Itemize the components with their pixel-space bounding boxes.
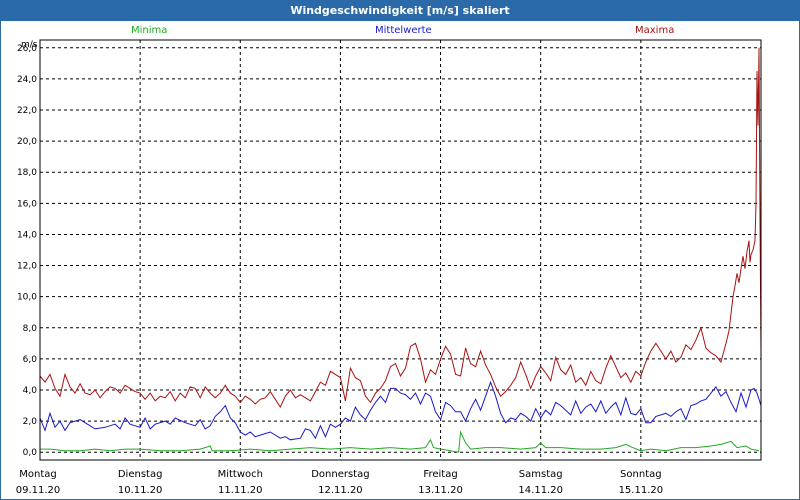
legend-minima: Minima [131, 25, 168, 36]
series-line-maxima [39, 47, 762, 409]
x-tick-day: Montag [19, 469, 56, 480]
y-tick-label: 4,0 [23, 386, 38, 396]
legend-mittelwerte: Mittelwerte [375, 25, 432, 36]
y-tick-label: 10,0 [17, 293, 37, 303]
y-tick-label: 16,0 [17, 199, 37, 209]
y-tick-labels: 0,0 2,0 4,0 6,0 8,0 10,0 12,0 14,0 16,0 18,0 20,0 2… [17, 44, 37, 458]
x-tick-date: 14.11.20 [518, 485, 563, 496]
y-tick-label: 6,0 [23, 355, 38, 365]
y-tick-label: 2,0 [23, 417, 38, 427]
series-line-minima [40, 430, 760, 453]
x-tick-day: Freitag [423, 469, 457, 480]
x-tick-labels: Montag 09.11.20 Dienstag 10.11.20 Mittwoch 11… [16, 469, 663, 496]
legend-maxima: Maxima [635, 25, 675, 36]
x-tick-day: Sonntag [620, 469, 662, 480]
x-tick-date: 10.11.20 [118, 485, 163, 496]
x-tick-date: 12.11.20 [318, 485, 363, 496]
y-tick-label: 26,0 [17, 44, 37, 54]
x-tick-day: Donnerstag [311, 469, 369, 480]
chart-title: Windgeschwindigkeit [m/s] skaliert [0, 0, 800, 21]
x-tick-day: Dienstag [118, 469, 163, 480]
y-tick-label: 24,0 [17, 75, 37, 85]
grid [40, 40, 761, 460]
series-lines [39, 47, 762, 453]
x-tick-date: 09.11.20 [16, 485, 61, 496]
y-tick-label: 20,0 [17, 137, 37, 147]
plot-border [39, 39, 762, 461]
series-line-mittelwerte [39, 380, 762, 441]
y-tick-label: 8,0 [23, 324, 38, 334]
y-tick-label: 18,0 [17, 168, 37, 178]
y-axis-unit-label: m/s [21, 40, 38, 50]
x-tick-day: Samstag [519, 469, 563, 480]
y-tick-label: 14,0 [17, 230, 37, 240]
y-tick-label: 0,0 [23, 448, 38, 458]
x-tick-date: 11.11.20 [218, 485, 263, 496]
x-tick-date: 13.11.20 [418, 485, 463, 496]
x-tick-day: Mittwoch [218, 469, 263, 480]
y-tick-label: 22,0 [17, 106, 37, 116]
y-tick-label: 12,0 [17, 262, 37, 272]
x-tick-date: 15.11.20 [619, 485, 664, 496]
